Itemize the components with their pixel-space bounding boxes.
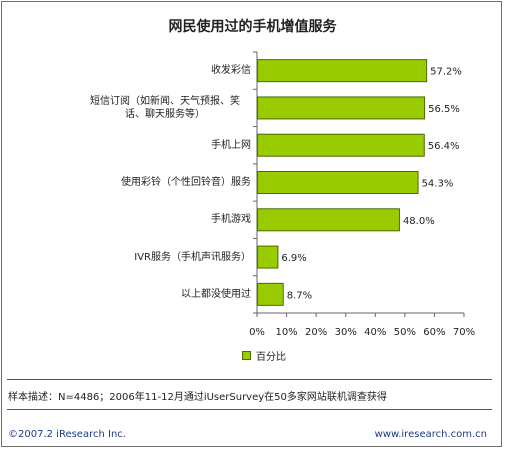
bar-value-label: 56.4%	[428, 141, 460, 152]
x-tick-label: 20%	[305, 327, 327, 338]
bar-value-label: 6.9%	[281, 253, 306, 264]
chart-title: 网民使用过的手机增值服务	[168, 19, 337, 35]
copyright-text: ©2007.2 iResearch Inc.	[8, 429, 126, 440]
category-label: 短信订阅（如新闻、天气预报、笑话、聊天服务等）	[90, 95, 240, 120]
category-label: 以上都没使用过	[181, 288, 251, 300]
x-tick-label: 0%	[249, 327, 265, 338]
legend-swatch	[242, 351, 251, 360]
divider	[7, 379, 492, 380]
website-text: www.iresearch.com.cn	[374, 429, 487, 440]
x-tick-label: 40%	[364, 327, 386, 338]
bar	[257, 282, 284, 306]
category-label: 使用彩铃（个性回铃音）服务	[121, 177, 251, 188]
legend-label: 百分比	[256, 352, 286, 363]
category-label: 手机上网	[211, 139, 251, 151]
x-tick-label: 30%	[335, 327, 357, 338]
bar-value-label: 8.7%	[287, 290, 312, 301]
bar	[257, 96, 426, 120]
category-label: IVR服务（手机声讯服务）	[134, 251, 251, 263]
bar	[257, 245, 279, 269]
category-label: 手机游戏	[211, 214, 251, 226]
bar-value-label: 57.2%	[430, 67, 462, 78]
bar-value-label: 56.5%	[428, 104, 460, 115]
sample-footnote: 样本描述：N=4486；2006年11-12月通过iUserSurvey在50多…	[8, 392, 387, 403]
x-tick-label: 50%	[394, 327, 416, 338]
x-tick-label: 70%	[453, 327, 475, 338]
bar-value-label: 48.0%	[403, 216, 435, 227]
x-tick-label: 10%	[275, 327, 297, 338]
bar-value-label: 54.3%	[422, 179, 454, 190]
x-tick-label: 60%	[423, 327, 445, 338]
legend: 百分比	[242, 348, 286, 363]
bar	[257, 208, 400, 232]
category-label: 收发彩信	[211, 65, 251, 77]
bar	[257, 133, 425, 157]
bar	[257, 171, 419, 194]
bar	[257, 59, 428, 83]
divider	[7, 409, 492, 410]
